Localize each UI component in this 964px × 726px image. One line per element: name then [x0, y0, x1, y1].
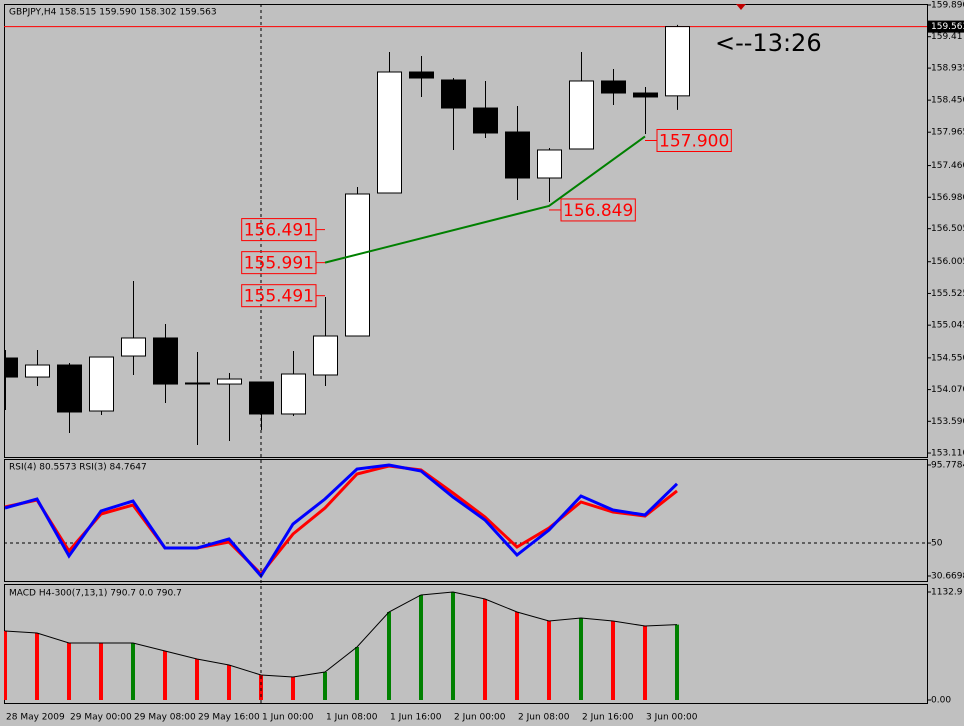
- macd-title: MACD H4-300(7,13,1) 790.7 0.0 790.7: [9, 589, 182, 599]
- x-tick-label: 3 Jun 00:00: [646, 713, 698, 723]
- x-tick-label: 2 Jun 08:00: [518, 713, 570, 723]
- y-tick-label: 158.450: [931, 96, 964, 106]
- macd-bar: [483, 598, 487, 700]
- x-tick-label: 2 Jun 16:00: [582, 713, 634, 723]
- candle-body: [281, 373, 306, 415]
- macd-bar: [227, 664, 231, 700]
- y-tick-label: 156.505: [931, 224, 964, 234]
- chart-title: GBPJPY,H4 158.515 159.590 158.302 159.56…: [9, 8, 217, 18]
- overlay: 159.890 159.41 158.935 158.450 157.965 157.46…: [6, 0, 964, 723]
- candle-body: [537, 149, 562, 179]
- macd-bar: [323, 671, 327, 700]
- rsi-panel: [4, 459, 928, 582]
- macd-bar: [4, 630, 7, 700]
- candle-body: [505, 131, 530, 179]
- y-tick-label: 95.7784: [931, 461, 964, 471]
- rsi-plot: [4, 463, 927, 579]
- x-tick-label: 1 Jun 08:00: [326, 713, 378, 723]
- macd-bar: [67, 642, 71, 700]
- x-tick-label: 28 May 2009: [6, 713, 65, 723]
- candle-body: [185, 382, 210, 385]
- y-tick-label: 159.41: [931, 32, 963, 42]
- x-tick-label: 29 May 00:00: [70, 713, 132, 723]
- macd-bar: [675, 624, 679, 700]
- macd-bar: [99, 642, 103, 700]
- x-tick-label: 2 Jun 00:00: [454, 713, 506, 723]
- macd-bar: [515, 611, 519, 700]
- candle-body: [569, 80, 594, 150]
- main-plot: [4, 24, 927, 446]
- candle-body: [441, 79, 466, 109]
- candle-body: [633, 92, 658, 98]
- price-label: 155.991: [244, 254, 314, 274]
- candle-body: [217, 378, 242, 385]
- price-label: 155.491: [244, 287, 314, 307]
- macd-bar: [419, 594, 423, 700]
- y-tick-label: 156.005: [931, 257, 964, 267]
- main-panel: [4, 4, 928, 458]
- x-tick-label: 1 Jun 16:00: [390, 713, 442, 723]
- candle-body: [377, 71, 402, 194]
- candle-body: [345, 193, 370, 337]
- candle-body: [4, 357, 18, 378]
- marker-triangle: [736, 4, 746, 10]
- candle-body: [313, 335, 338, 376]
- macd-bar: [355, 646, 359, 700]
- y-tick-label: 154.070: [931, 385, 964, 395]
- macd-bar: [387, 611, 391, 700]
- rsi-line: [4, 463, 679, 579]
- candle-body: [89, 356, 114, 412]
- y-tick-label: 1132.9: [931, 587, 963, 597]
- candle-body: [57, 364, 82, 413]
- rsi-title: RSI(4) 80.5573 RSI(3) 84.7647: [9, 463, 147, 473]
- macd-bar: [579, 617, 583, 700]
- price-label: 156.491: [244, 221, 314, 241]
- y-tick-label: 0.00: [931, 695, 951, 705]
- macd-bar: [195, 658, 199, 700]
- x-tick-label: 1 Jun 00:00: [262, 713, 314, 723]
- y-tick-label: 30.6698: [931, 572, 964, 582]
- candle-body: [25, 364, 50, 378]
- macd-bar: [35, 632, 39, 700]
- x-tick-label: 29 May 08:00: [134, 713, 196, 723]
- y-tick-label: 50: [931, 539, 943, 549]
- y-tick-label: 155.525: [931, 289, 964, 299]
- candle-body: [249, 381, 274, 415]
- macd-bar: [131, 642, 135, 700]
- signal-line: [4, 591, 678, 678]
- trend-line: [324, 135, 646, 264]
- macd-bar: [611, 620, 615, 700]
- y-tick-label: 155.045: [931, 321, 964, 331]
- last-price-tag: [928, 20, 964, 33]
- price-label: 157.900: [659, 131, 729, 151]
- macd-bar: [547, 620, 551, 700]
- macd-plot: [4, 591, 679, 700]
- macd-bar: [291, 676, 295, 700]
- candle-body: [153, 337, 178, 385]
- candle-body: [601, 80, 626, 94]
- candle-body: [409, 71, 434, 79]
- price-label: 156.849: [563, 201, 633, 221]
- y-tick-label: 154.550: [931, 353, 964, 363]
- annotation: <--13:26: [715, 29, 822, 57]
- candle-body: [121, 337, 146, 357]
- y-tick-label: 153.590: [931, 417, 964, 427]
- y-tick-label: 153.110: [931, 449, 964, 459]
- y-tick-label: 156.980: [931, 193, 964, 203]
- y-tick-label: 157.965: [931, 128, 964, 138]
- y-tick-label: 157.460: [931, 161, 964, 171]
- candle-body: [473, 107, 498, 134]
- x-tick-label: 29 May 16:00: [198, 713, 260, 723]
- macd-bar: [451, 591, 455, 700]
- macd-bar: [643, 625, 647, 700]
- last-price-label: 159.563: [931, 22, 964, 32]
- y-tick-label: 158.935: [931, 64, 964, 74]
- candle-body: [665, 26, 690, 97]
- macd-bar: [163, 650, 167, 700]
- macd-bar: [259, 674, 263, 700]
- y-tick-label: 159.890: [931, 0, 964, 10]
